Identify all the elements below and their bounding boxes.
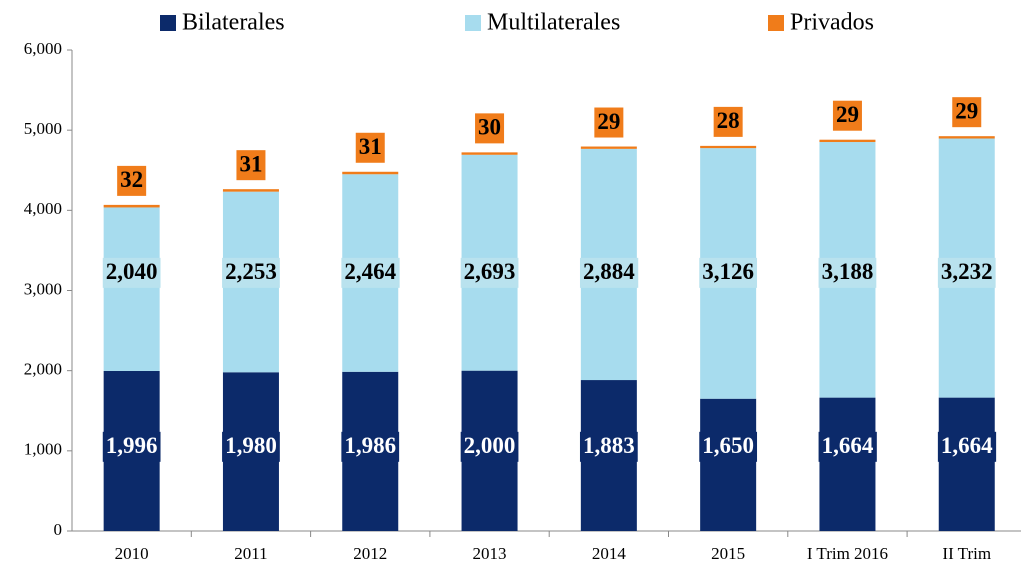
value-label: 1,883 bbox=[583, 433, 635, 458]
value-label-bg bbox=[937, 431, 997, 462]
value-label: 28 bbox=[717, 108, 740, 133]
y-tick-label: 0 bbox=[54, 520, 63, 539]
x-tick-label: 2013 bbox=[473, 544, 507, 563]
legend-label: Bilaterales bbox=[182, 10, 285, 36]
value-label-bg bbox=[117, 165, 147, 196]
value-label-bg bbox=[102, 257, 161, 288]
legend-swatch bbox=[160, 15, 176, 31]
value-label: 1,986 bbox=[344, 433, 396, 458]
bar-segment bbox=[103, 207, 160, 371]
legend-label: Multilaterales bbox=[487, 10, 620, 36]
value-label-bg bbox=[818, 431, 877, 462]
legend-swatch bbox=[768, 15, 784, 31]
value-label: 2,253 bbox=[225, 259, 277, 284]
value-label: 3,126 bbox=[702, 259, 754, 284]
bar-segment bbox=[461, 152, 518, 155]
x-tick-label: 2011 bbox=[234, 544, 267, 563]
value-label: 3,188 bbox=[822, 259, 874, 284]
value-label-bg bbox=[699, 257, 758, 288]
bar-segment bbox=[222, 189, 279, 192]
y-tick-label: 4,000 bbox=[24, 199, 62, 218]
y-tick-label: 3,000 bbox=[24, 279, 62, 298]
bar-segment bbox=[938, 136, 995, 139]
value-label-bg bbox=[952, 97, 982, 128]
value-label-bg bbox=[832, 100, 862, 131]
value-label: 29 bbox=[955, 98, 978, 123]
bar-segment bbox=[700, 398, 757, 531]
y-tick-label: 1,000 bbox=[24, 440, 62, 459]
value-label: 3,232 bbox=[941, 259, 993, 284]
x-tick-label: I Trim 2016 bbox=[807, 544, 888, 563]
value-label-bg bbox=[222, 431, 280, 462]
value-label: 2,040 bbox=[106, 259, 158, 284]
value-label: 30 bbox=[478, 115, 501, 140]
value-label: 1,980 bbox=[225, 433, 277, 458]
value-label: 29 bbox=[597, 109, 620, 134]
value-label-bg bbox=[579, 431, 638, 462]
value-label-bg bbox=[699, 431, 758, 462]
value-label-bg bbox=[355, 132, 385, 163]
value-label-bg bbox=[222, 257, 280, 288]
value-label: 2,884 bbox=[583, 259, 635, 284]
value-label: 31 bbox=[359, 134, 382, 159]
bar-segment bbox=[819, 139, 876, 143]
value-label-bg bbox=[341, 257, 400, 288]
value-label-bg bbox=[475, 113, 505, 144]
x-tick-label: II Trim bbox=[942, 544, 991, 563]
value-label: 2,464 bbox=[344, 259, 396, 284]
value-label-bg bbox=[713, 106, 743, 137]
x-tick-label: 2010 bbox=[115, 544, 149, 563]
value-label: 2,000 bbox=[464, 433, 516, 458]
value-label-bg bbox=[937, 257, 996, 288]
value-label: 1,664 bbox=[822, 433, 874, 458]
value-label-bg bbox=[460, 431, 519, 462]
y-tick-label: 6,000 bbox=[24, 39, 62, 58]
bar-segment bbox=[938, 397, 995, 531]
x-tick-label: 2014 bbox=[592, 544, 627, 563]
value-label: 31 bbox=[239, 151, 262, 176]
value-label: 2,693 bbox=[464, 259, 516, 284]
y-tick-label: 2,000 bbox=[24, 360, 62, 379]
bar-segment bbox=[103, 204, 160, 208]
bar-segment bbox=[342, 171, 399, 175]
value-label: 29 bbox=[836, 102, 859, 127]
bar-segment bbox=[700, 145, 757, 149]
value-label: 1,650 bbox=[702, 433, 754, 458]
value-label-bg bbox=[818, 257, 877, 288]
legend-swatch bbox=[465, 15, 481, 31]
value-label-bg bbox=[341, 431, 400, 462]
value-label-bg bbox=[594, 107, 624, 138]
legend-label: Privados bbox=[790, 10, 874, 36]
y-tick-label: 5,000 bbox=[24, 119, 62, 138]
value-label-bg bbox=[102, 431, 161, 462]
value-label-bg bbox=[579, 257, 639, 288]
bar-segment bbox=[580, 146, 637, 149]
value-label-bg bbox=[236, 150, 266, 181]
x-tick-label: 2012 bbox=[353, 544, 387, 563]
value-label: 1,996 bbox=[106, 433, 158, 458]
value-label: 1,664 bbox=[941, 433, 993, 458]
value-label-bg bbox=[460, 257, 519, 288]
x-tick-label: 2015 bbox=[711, 544, 745, 563]
bar-segment bbox=[819, 397, 876, 531]
value-label: 32 bbox=[120, 167, 143, 192]
